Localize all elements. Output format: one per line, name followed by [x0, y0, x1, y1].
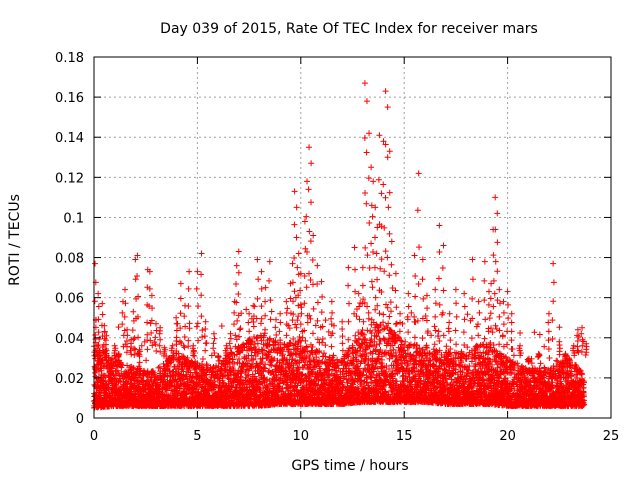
- background-point: [241, 344, 248, 351]
- background-point: [193, 363, 200, 370]
- background-point: [155, 364, 162, 371]
- background-point: [130, 365, 137, 372]
- background-point: [131, 391, 138, 398]
- background-point: [103, 390, 110, 397]
- background-point: [143, 357, 150, 364]
- background-point: [171, 355, 178, 362]
- background-point: [230, 366, 237, 373]
- background-point: [258, 359, 265, 366]
- background-point: [136, 359, 143, 366]
- background-point: [152, 373, 159, 380]
- background-point: [227, 388, 234, 395]
- background-point: [243, 371, 250, 378]
- background-point: [261, 347, 268, 354]
- background-point: [209, 365, 216, 372]
- background-point: [202, 372, 209, 379]
- background-point: [138, 342, 145, 349]
- background-point: [249, 338, 256, 345]
- background-point: [191, 353, 198, 360]
- background-point: [180, 353, 187, 360]
- background-point: [236, 356, 243, 363]
- background-point: [165, 363, 172, 370]
- background-point: [204, 388, 211, 395]
- background-point: [185, 343, 192, 350]
- background-point: [265, 353, 272, 360]
- background-point: [187, 369, 194, 376]
- background-point: [176, 358, 183, 365]
- background-point: [245, 372, 252, 379]
- background-point: [266, 341, 273, 348]
- background-point: [247, 341, 254, 348]
- background-point: [188, 359, 195, 366]
- background-point: [176, 338, 183, 345]
- background-point: [184, 376, 191, 383]
- grid-lines: [94, 57, 611, 418]
- background-point: [93, 362, 100, 369]
- background-point: [174, 389, 181, 396]
- background-point: [144, 331, 151, 338]
- background-point: [184, 355, 191, 362]
- background-point: [260, 375, 267, 382]
- background-point: [112, 381, 119, 388]
- background-point: [237, 325, 244, 332]
- background-point: [115, 324, 122, 331]
- background-point: [258, 371, 265, 378]
- background-point: [254, 340, 261, 347]
- background-point: [213, 362, 220, 369]
- background-point: [252, 347, 259, 354]
- chart-title: Day 039 of 2015, Rate Of TEC Index for r…: [160, 21, 538, 37]
- background-point: [257, 360, 264, 367]
- background-point: [144, 346, 151, 353]
- data-points: [91, 80, 590, 411]
- background-point: [264, 376, 271, 383]
- background-point: [231, 360, 238, 367]
- background-point: [220, 379, 227, 386]
- background-point: [244, 362, 251, 369]
- background-point: [250, 355, 257, 362]
- background-point: [114, 367, 121, 374]
- background-point: [124, 362, 131, 369]
- background-point: [265, 348, 272, 355]
- background-point: [210, 363, 217, 370]
- background-point: [105, 384, 112, 391]
- background-point: [243, 366, 250, 373]
- background-point: [173, 314, 180, 321]
- background-point: [222, 383, 229, 390]
- background-point: [251, 303, 258, 310]
- background-point: [243, 306, 250, 313]
- background-point: [245, 357, 252, 364]
- background-point: [261, 364, 268, 371]
- background-point: [236, 326, 243, 333]
- background-point: [199, 327, 206, 334]
- background-point: [215, 363, 222, 370]
- background-point: [107, 356, 114, 363]
- background-point: [238, 370, 245, 377]
- background-point: [226, 359, 233, 366]
- background-point: [131, 351, 138, 358]
- background-point: [199, 356, 206, 363]
- background-point: [188, 390, 195, 397]
- background-point: [211, 378, 218, 385]
- background-point: [166, 367, 173, 374]
- background-point: [193, 323, 200, 330]
- background-point: [218, 323, 225, 330]
- background-point: [229, 356, 236, 363]
